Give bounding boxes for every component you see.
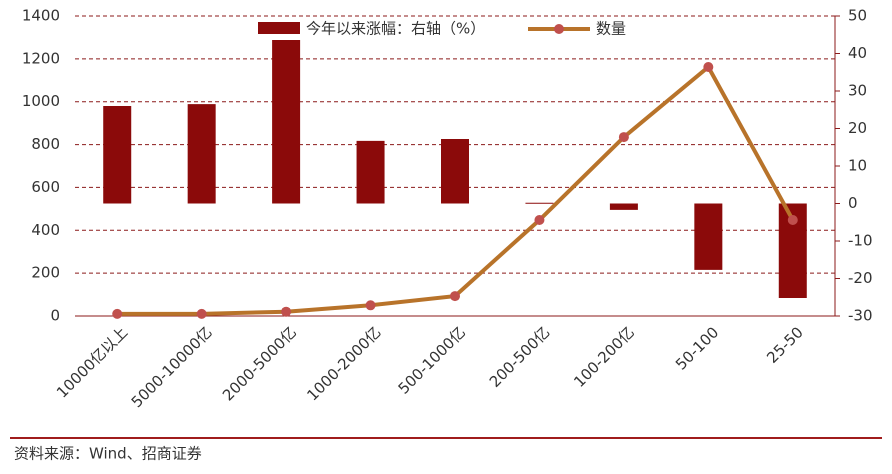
x-tick-label: 100-200亿 (570, 323, 638, 391)
legend-label: 数量 (596, 20, 626, 38)
bar (441, 139, 469, 204)
bar (609, 203, 638, 210)
y2-tick-label: 30 (848, 82, 867, 100)
x-tick-label: 50-100 (672, 323, 722, 373)
line-marker (450, 291, 460, 302)
y-tick-label: 800 (31, 135, 60, 153)
line-marker (618, 132, 629, 143)
line-marker (365, 300, 376, 311)
x-tick-label: 200-500亿 (486, 323, 554, 391)
bar (694, 203, 723, 270)
bar (103, 106, 132, 204)
y2-tick-label: 40 (848, 44, 867, 62)
y2-tick-label: 0 (848, 194, 858, 212)
y2-tick-label: 50 (848, 7, 867, 25)
y2-tick-label: -30 (848, 307, 873, 325)
x-tick-label: 25-50 (763, 323, 807, 367)
y2-tick-label: -20 (848, 269, 873, 287)
source: 资料来源：Wind、招商证券 (14, 445, 202, 463)
y-tick-label: 1200 (22, 49, 60, 67)
y-tick-label: 1000 (22, 92, 60, 110)
y-tick-label: 600 (31, 178, 60, 196)
bar (525, 202, 554, 204)
y2-tick-label: -10 (848, 232, 873, 250)
y-tick-label: 1400 (22, 7, 60, 25)
y-tick-label: 400 (31, 221, 60, 239)
y-tick-label: 200 (31, 264, 60, 282)
line-marker (196, 308, 207, 319)
x-tick-label: 5000-10000亿 (128, 323, 216, 411)
line-marker (534, 215, 545, 225)
x-tick-label: 2000-5000亿 (219, 323, 300, 404)
x-tick-label: 1000-2000亿 (303, 323, 384, 404)
legend-label: 今年以来涨幅：右轴（%） (306, 20, 485, 38)
y2-tick-label: 10 (848, 157, 867, 175)
line-marker (703, 62, 714, 72)
legend-swatch (258, 22, 300, 34)
bar (356, 140, 385, 204)
x-tick-label: 500-1000亿 (395, 323, 469, 397)
line-marker (787, 215, 798, 225)
x-tick-label: 10000亿以上 (53, 323, 131, 401)
y2-tick-label: 20 (848, 119, 867, 137)
legend-marker (554, 24, 564, 34)
bar (272, 40, 301, 204)
line-marker (281, 306, 292, 317)
bar (187, 104, 216, 204)
line-marker (112, 308, 123, 319)
y-tick-label: 0 (50, 307, 60, 325)
